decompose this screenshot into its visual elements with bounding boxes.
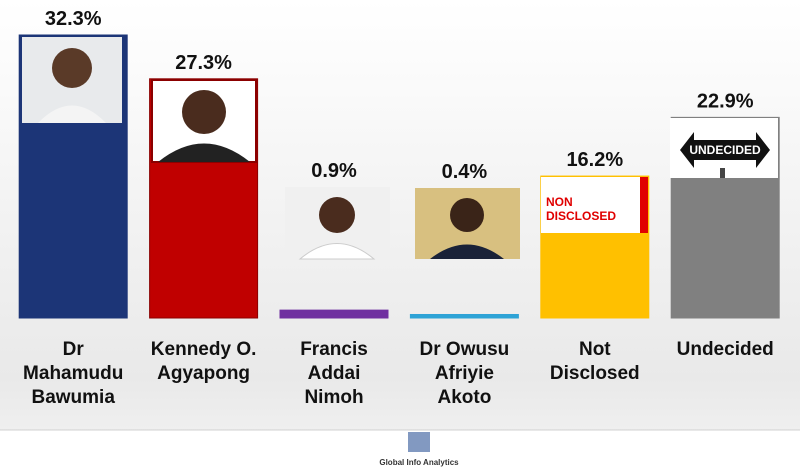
bar	[279, 309, 389, 319]
annotation: UNDECIDED	[689, 143, 761, 157]
photo	[541, 177, 648, 233]
category-label: Undecided	[676, 339, 774, 360]
category-label: Dr Mahamudu Bawumia	[23, 339, 124, 408]
photo	[182, 90, 226, 134]
photo	[319, 197, 355, 233]
category-label: Francis Addai Nimoh	[300, 339, 368, 408]
photo	[298, 243, 376, 260]
value-label: 0.4%	[442, 161, 488, 183]
source: Global Info Analytics	[379, 458, 459, 467]
photo	[430, 244, 504, 259]
photo	[450, 198, 484, 232]
photo	[640, 177, 648, 233]
value-label: 22.9%	[697, 90, 754, 112]
photo	[52, 48, 92, 88]
value-label: 0.9%	[311, 160, 357, 182]
photos	[22, 37, 778, 452]
photo	[720, 168, 725, 178]
photo	[38, 105, 106, 123]
bar	[409, 313, 519, 319]
category-label: Not Disclosed	[549, 339, 640, 384]
photo	[680, 132, 770, 168]
annotation: NON	[546, 195, 573, 209]
annotation: DISCLOSED	[546, 209, 616, 223]
value-label: 16.2%	[566, 149, 623, 171]
photo	[158, 143, 250, 162]
logo	[408, 432, 430, 452]
category-label: Kennedy O. Agyapong	[150, 339, 257, 384]
footer-band	[0, 430, 800, 473]
category-label: Dr Owusu Afriyie Akoto	[419, 339, 510, 408]
value-label: 32.3%	[45, 8, 102, 30]
value-label: 27.3%	[175, 52, 232, 74]
